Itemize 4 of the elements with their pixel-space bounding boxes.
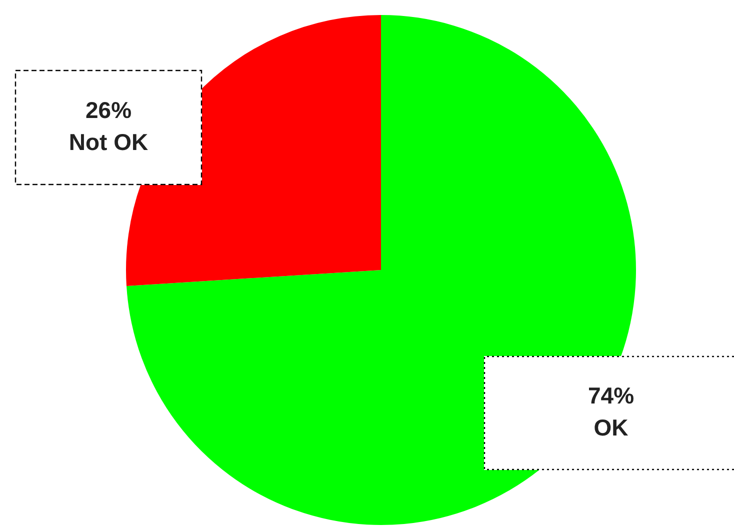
slice-label: Not OK (68, 128, 148, 155)
data-label: 26% (85, 96, 132, 123)
slice-label: OK (594, 414, 629, 440)
data-label: 74% (588, 382, 634, 408)
